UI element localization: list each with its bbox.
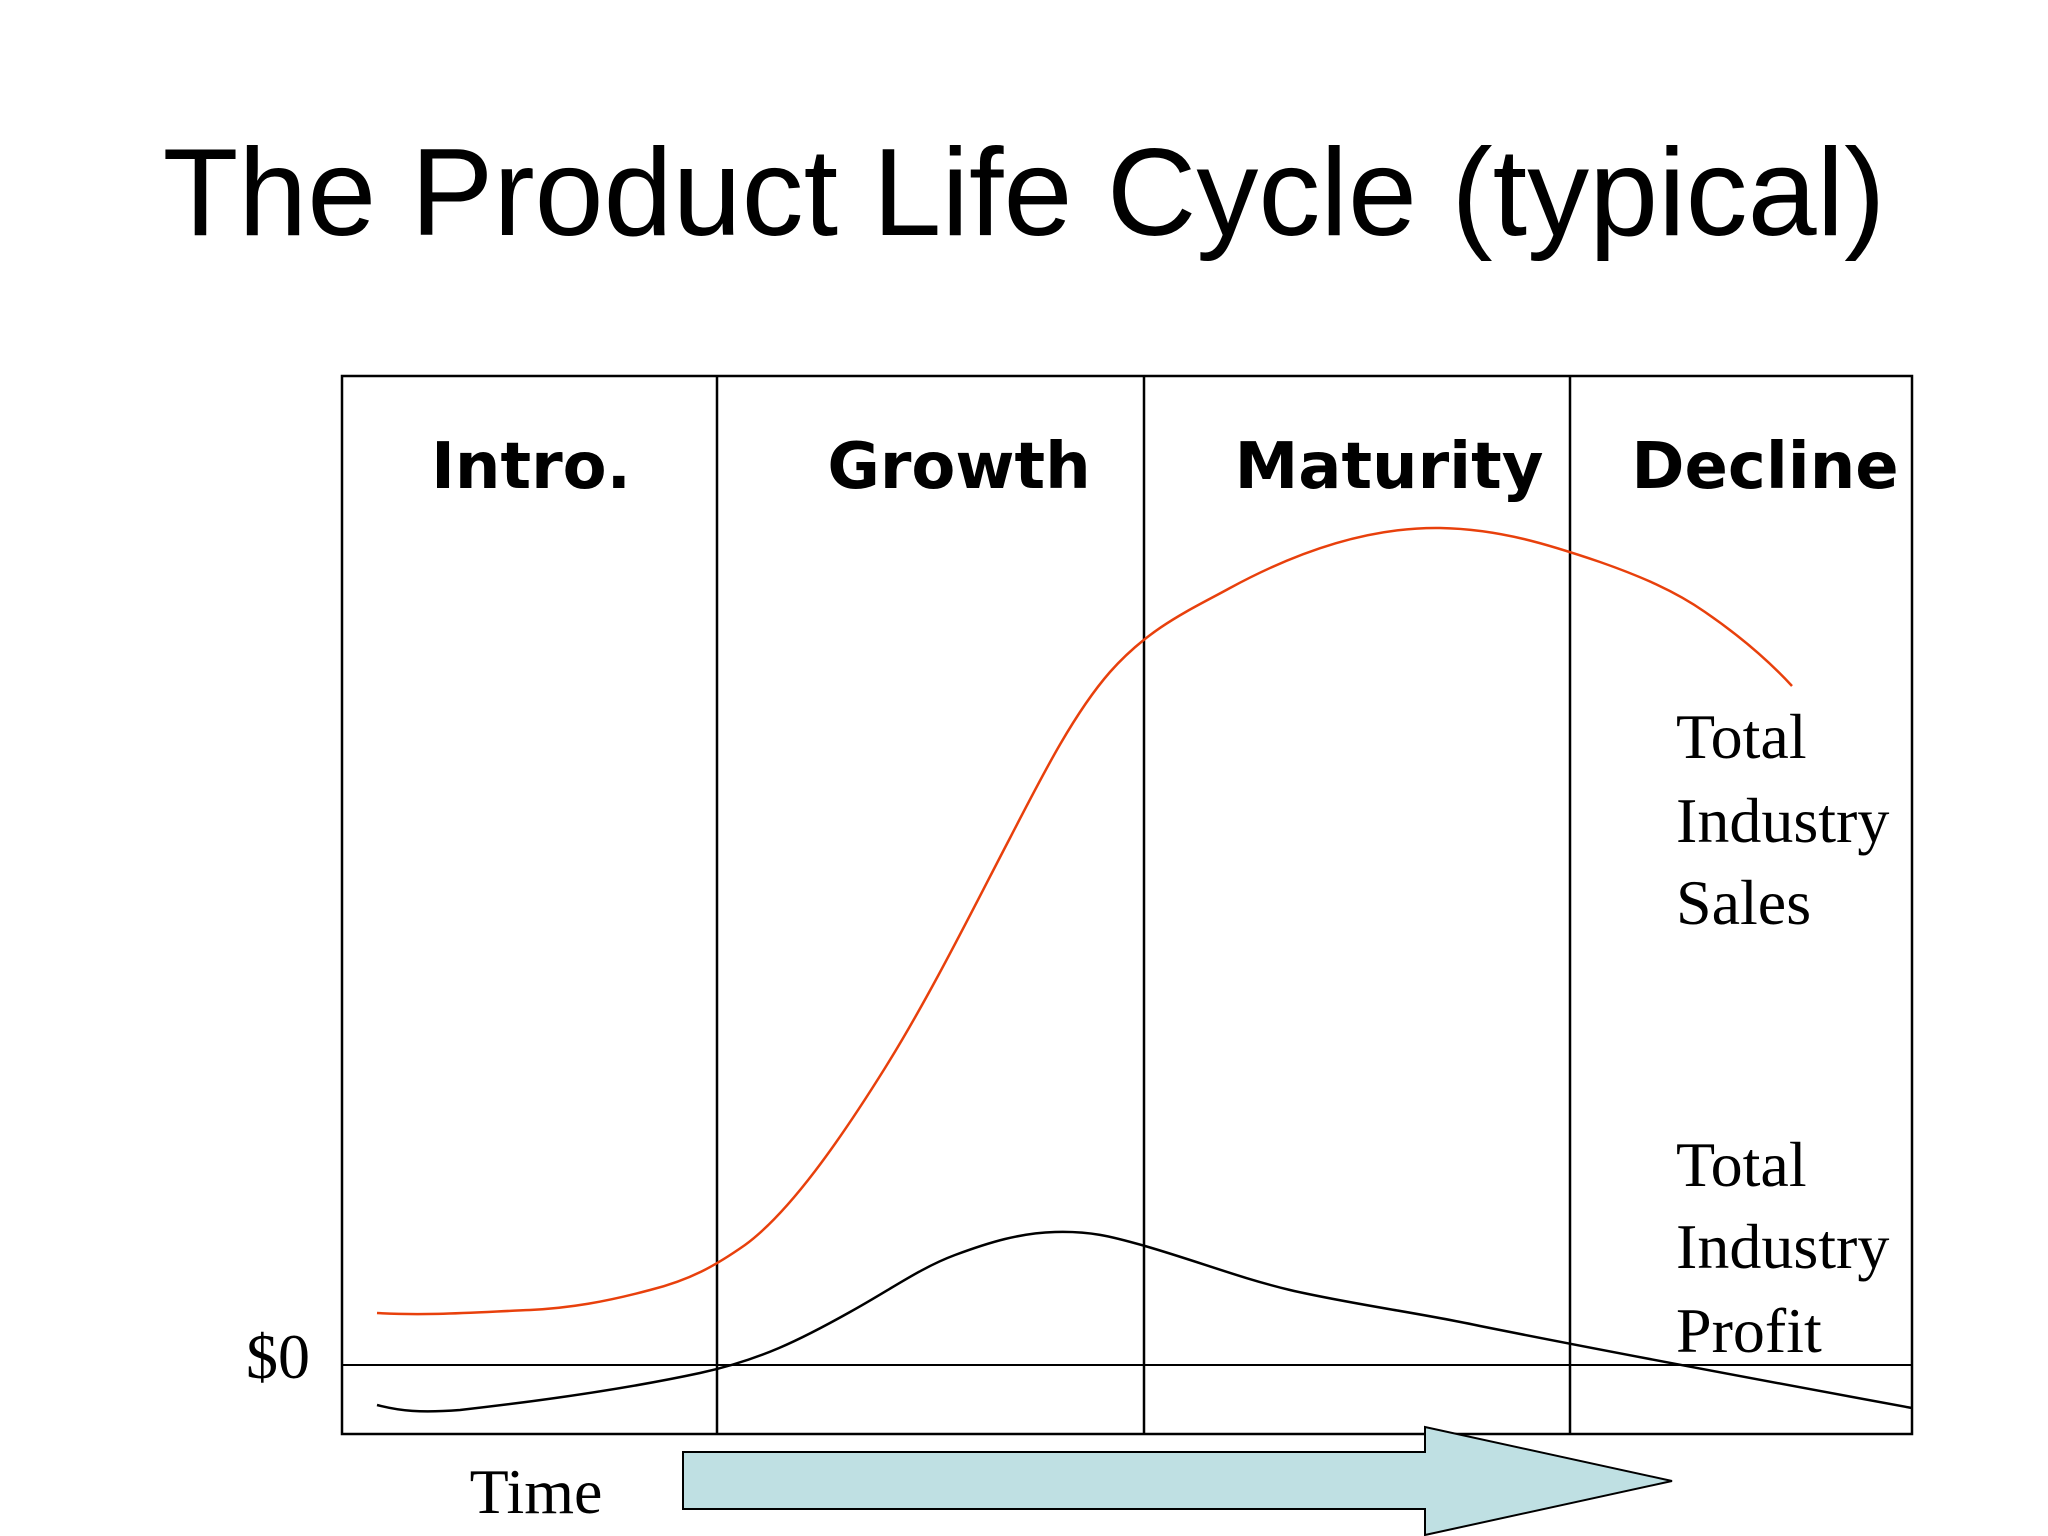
sales-label-line-3: Sales (1676, 867, 1811, 938)
sales-label-line-2: Industry (1676, 785, 1889, 856)
diagram-frame (340, 374, 1914, 1436)
stage-label-maturity: Maturity (1235, 430, 1544, 504)
time-label: Time (470, 1456, 603, 1527)
sales-label-line-1: Total (1676, 701, 1807, 772)
profit-curve (376, 1230, 1913, 1413)
profit-label-line-3: Profit (1676, 1295, 1822, 1366)
stage-label-intro: Intro. (431, 430, 631, 504)
profit-label-line-2: Industry (1676, 1211, 1889, 1282)
sales-curve-line (376, 526, 1793, 1316)
right-arrow-icon (682, 1425, 1673, 1536)
zero-label: $0 (246, 1321, 310, 1392)
page-title: The Product Life Cycle (typical) (162, 124, 1886, 262)
stage-label-growth: Growth (827, 430, 1090, 504)
stage-label-decline: Decline (1631, 430, 1898, 504)
profit-label-line-1: Total (1676, 1129, 1807, 1200)
